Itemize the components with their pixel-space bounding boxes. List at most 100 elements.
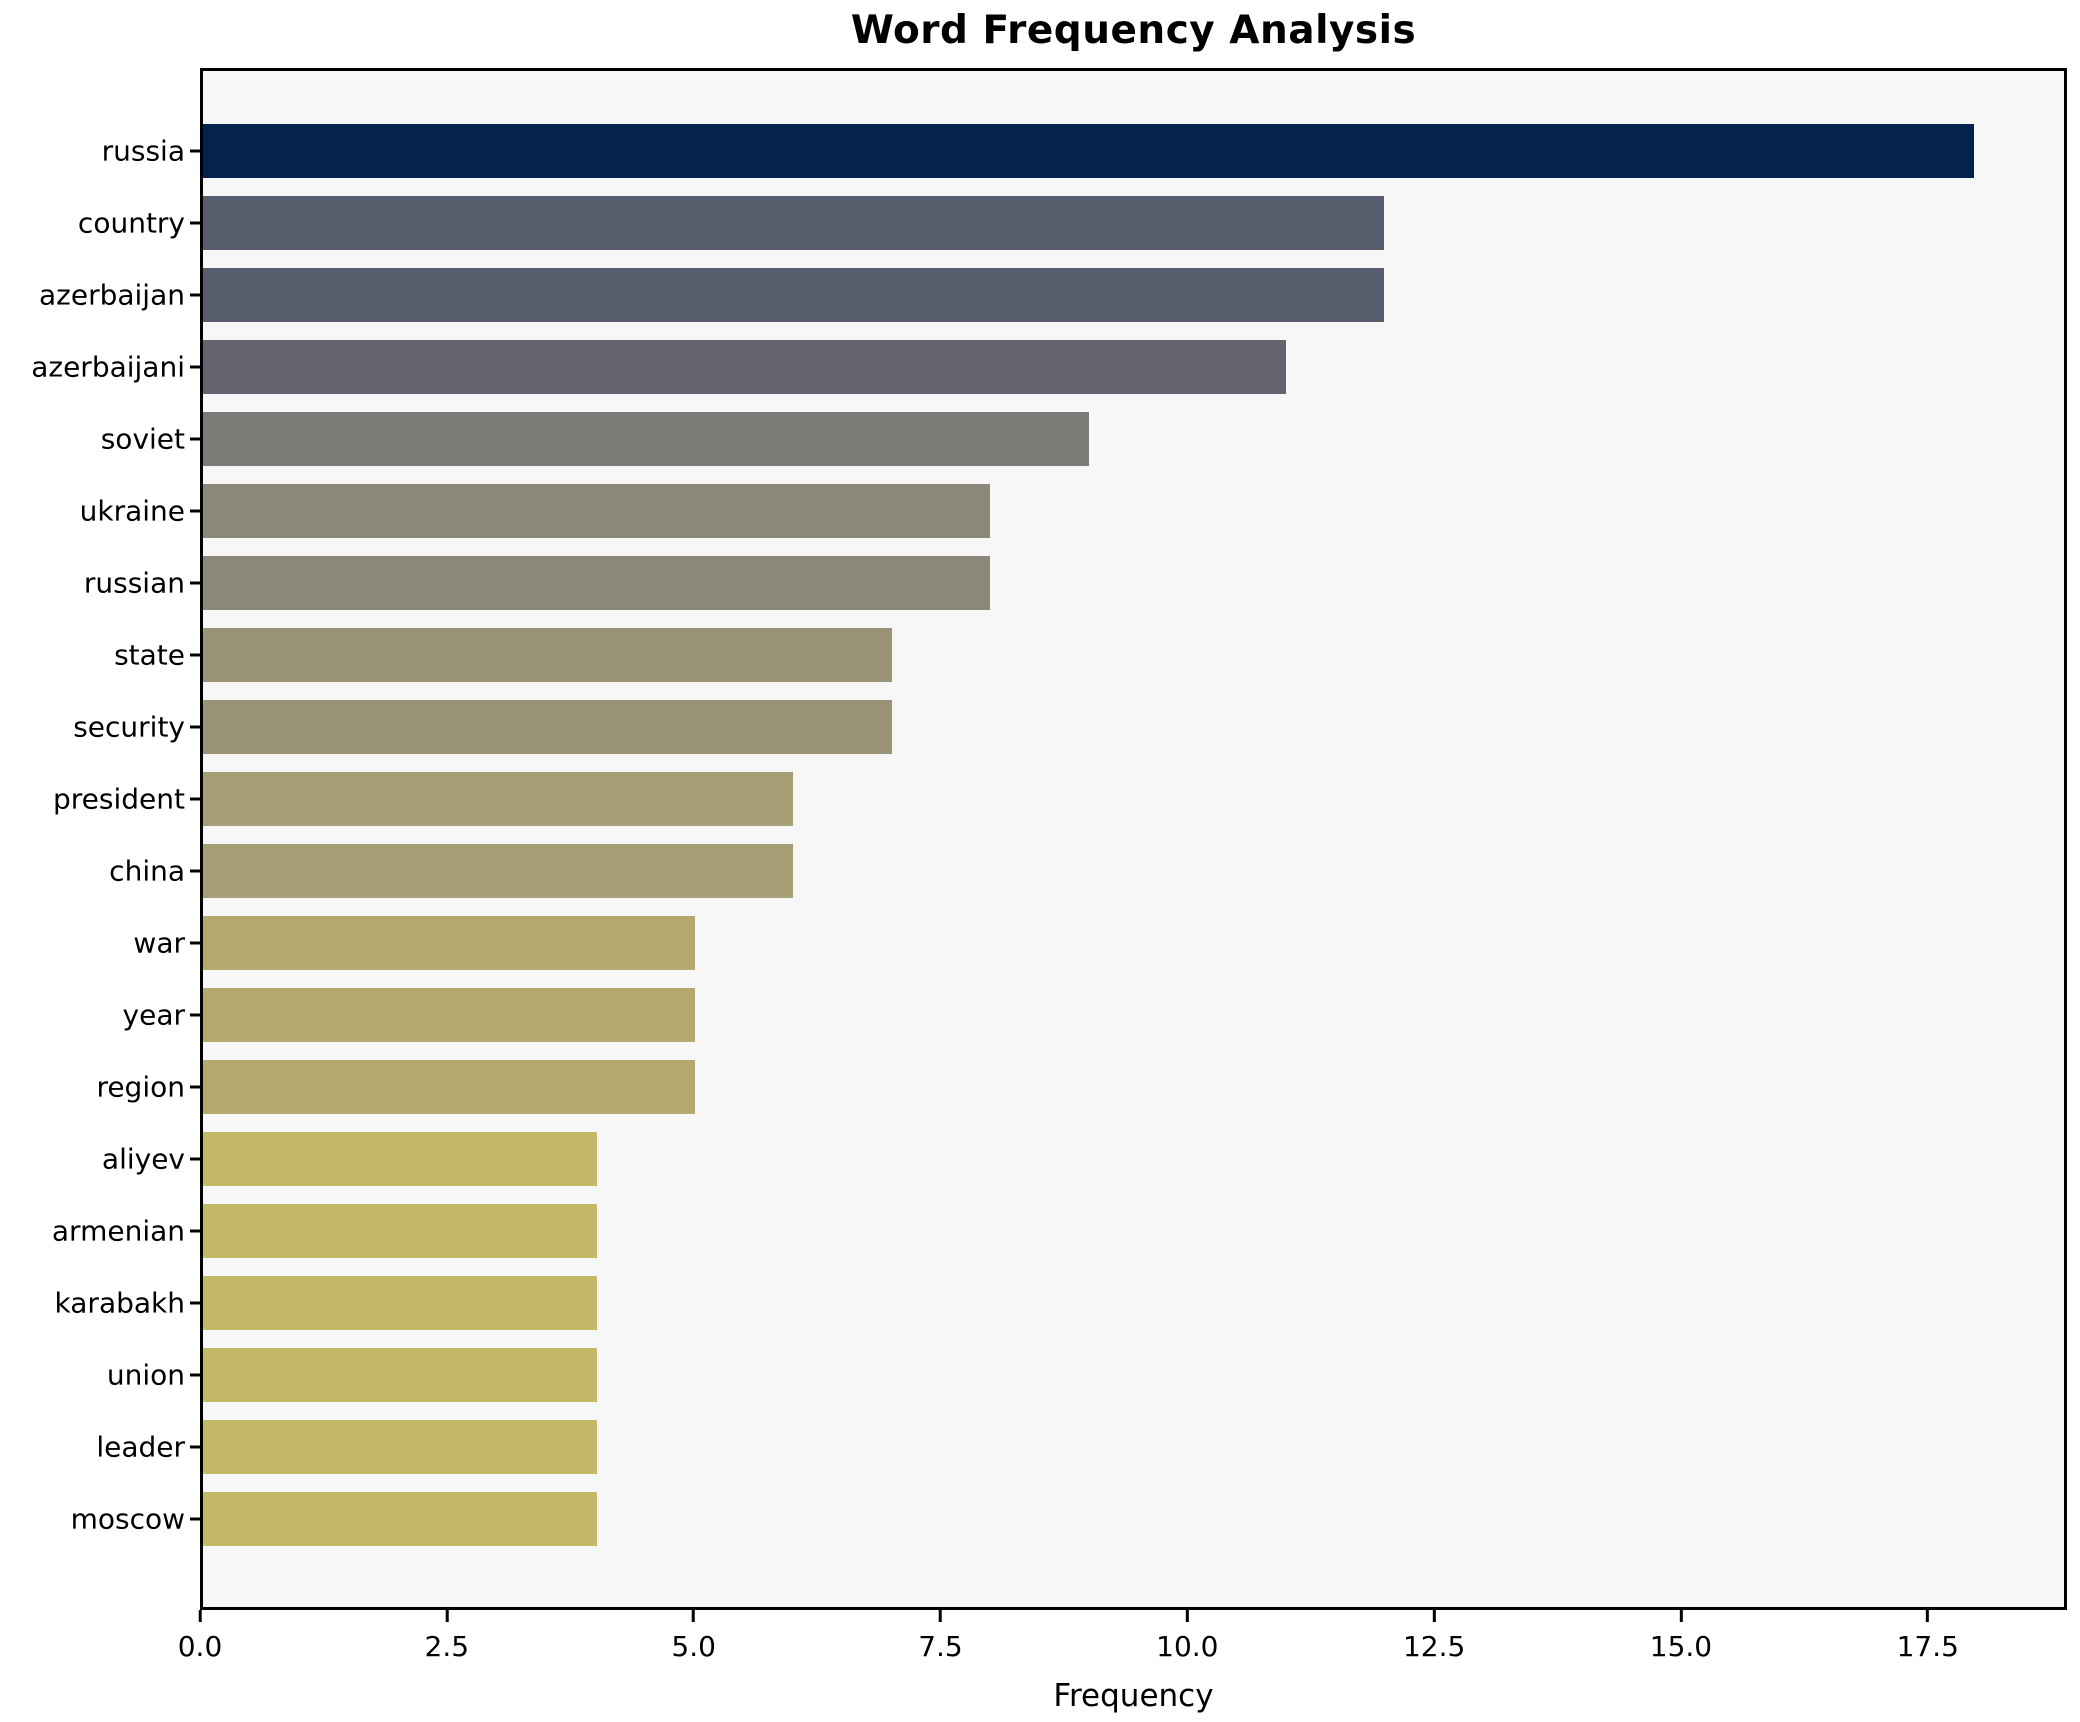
x-tick-label: 15.0 bbox=[1649, 1630, 1713, 1663]
x-tick-mark bbox=[1185, 1610, 1189, 1622]
x-tick: 15.0 bbox=[1650, 1610, 1712, 1663]
y-tick-mark bbox=[190, 653, 200, 657]
bar-row: security bbox=[73, 691, 2064, 763]
bar-row: china bbox=[109, 835, 2064, 907]
frequency-bar bbox=[203, 1060, 696, 1114]
bar-row: azerbaijani bbox=[31, 331, 2064, 403]
y-tick-mark bbox=[190, 221, 200, 225]
x-tick-mark bbox=[1432, 1610, 1436, 1622]
x-tick-label: 17.5 bbox=[1896, 1630, 1959, 1663]
bar-row: leader bbox=[96, 1411, 2064, 1483]
frequency-bar bbox=[203, 1276, 597, 1330]
plot-area: russia country azerbaijan azerbaijani soviet… bbox=[31, 68, 2067, 1610]
y-axis-category-label: country bbox=[77, 206, 185, 240]
bar-row: azerbaijan bbox=[39, 259, 2064, 331]
x-tick-label: 7.5 bbox=[918, 1630, 963, 1663]
frequency-bar bbox=[203, 412, 1089, 466]
x-tick: 5.0 bbox=[671, 1610, 716, 1663]
y-axis-category-label: azerbaijan bbox=[39, 278, 185, 312]
bar-row: karabakh bbox=[55, 1267, 2064, 1339]
frequency-bar bbox=[203, 484, 991, 538]
frequency-bar bbox=[203, 988, 696, 1042]
bar-row: ukraine bbox=[80, 475, 2064, 547]
frequency-bar bbox=[203, 700, 892, 754]
y-axis-category-label: state bbox=[114, 638, 185, 672]
y-tick-mark bbox=[190, 1085, 200, 1089]
x-tick-mark bbox=[1926, 1610, 1930, 1622]
y-tick-mark bbox=[190, 509, 200, 513]
frequency-bar bbox=[203, 1420, 597, 1474]
bar-row: war bbox=[133, 907, 2064, 979]
y-tick-mark bbox=[190, 581, 200, 585]
x-tick: 7.5 bbox=[918, 1610, 963, 1663]
frequency-bar bbox=[203, 916, 696, 970]
y-axis-category-label: russian bbox=[83, 566, 185, 600]
y-axis-category-label: aliyev bbox=[101, 1142, 185, 1176]
y-axis-category-label: moscow bbox=[70, 1502, 185, 1536]
y-tick-mark bbox=[190, 1013, 200, 1017]
y-axis-category-label: leader bbox=[96, 1430, 185, 1464]
y-axis-category-label: president bbox=[53, 782, 185, 816]
y-axis-category-label: war bbox=[133, 926, 185, 960]
x-tick: 0.0 bbox=[177, 1610, 223, 1663]
x-tick: 2.5 bbox=[425, 1610, 469, 1663]
y-axis-category-label: russia bbox=[101, 134, 185, 168]
y-axis-category-label: ukraine bbox=[79, 494, 185, 528]
y-tick-mark bbox=[190, 1445, 200, 1449]
frequency-bar bbox=[203, 1492, 597, 1546]
frequency-bar bbox=[203, 268, 1384, 322]
y-axis-category-label: soviet bbox=[100, 422, 185, 456]
bar-row: state bbox=[114, 619, 2064, 691]
y-axis-category-label: karabakh bbox=[54, 1286, 185, 1320]
x-tick: 10.0 bbox=[1156, 1610, 1218, 1663]
bar-row: region bbox=[96, 1051, 2064, 1123]
x-tick-mark bbox=[692, 1610, 696, 1622]
frequency-bar bbox=[203, 772, 794, 826]
bar-row: year bbox=[123, 979, 2064, 1051]
bar-row: armenian bbox=[52, 1195, 2064, 1267]
frequency-bar bbox=[203, 1132, 597, 1186]
x-axis-label: Frequency bbox=[1053, 1678, 1214, 1714]
x-tick-mark bbox=[938, 1610, 942, 1622]
x-tick: 17.5 bbox=[1897, 1610, 1959, 1663]
bar-row: aliyev bbox=[102, 1123, 2064, 1195]
y-axis-category-label: security bbox=[73, 710, 185, 744]
bar-row: soviet bbox=[101, 403, 2064, 475]
y-tick-mark bbox=[190, 1301, 200, 1305]
bar-row: union bbox=[107, 1339, 2064, 1411]
x-tick-label: 0.0 bbox=[177, 1630, 223, 1663]
frequency-bar bbox=[203, 340, 1286, 394]
y-axis-category-label: union bbox=[106, 1358, 185, 1392]
bar-row: russia bbox=[102, 115, 2064, 187]
x-tick-mark bbox=[445, 1610, 449, 1622]
y-axis-category-label: region bbox=[96, 1070, 185, 1104]
x-tick-mark bbox=[198, 1610, 202, 1622]
bar-row: country bbox=[78, 187, 2064, 259]
bar-rows: russia country azerbaijan azerbaijani soviet… bbox=[31, 115, 2064, 1555]
x-tick-label: 5.0 bbox=[671, 1630, 716, 1663]
y-tick-mark bbox=[190, 1157, 200, 1161]
y-tick-mark bbox=[190, 869, 200, 873]
x-tick-label: 12.5 bbox=[1402, 1630, 1466, 1663]
y-tick-mark bbox=[190, 797, 200, 801]
x-tick-label: 10.0 bbox=[1156, 1630, 1219, 1663]
y-tick-mark bbox=[190, 1373, 200, 1377]
bar-row: russian bbox=[84, 547, 2064, 619]
y-tick-mark bbox=[190, 365, 200, 369]
frequency-bar bbox=[203, 1204, 597, 1258]
y-tick-mark bbox=[190, 293, 200, 297]
bar-row: moscow bbox=[71, 1483, 2064, 1555]
frequency-bar bbox=[203, 556, 991, 610]
frequency-bar bbox=[203, 124, 1975, 178]
x-tick: 12.5 bbox=[1403, 1610, 1465, 1663]
y-axis-category-label: azerbaijani bbox=[31, 350, 185, 384]
frequency-bar bbox=[203, 628, 892, 682]
y-tick-mark bbox=[190, 725, 200, 729]
frequency-bar bbox=[203, 1348, 597, 1402]
y-tick-mark bbox=[190, 1517, 200, 1521]
y-axis-category-label: year bbox=[122, 998, 185, 1032]
y-tick-mark bbox=[190, 149, 200, 153]
y-tick-mark bbox=[190, 1229, 200, 1233]
frequency-bar bbox=[203, 844, 794, 898]
